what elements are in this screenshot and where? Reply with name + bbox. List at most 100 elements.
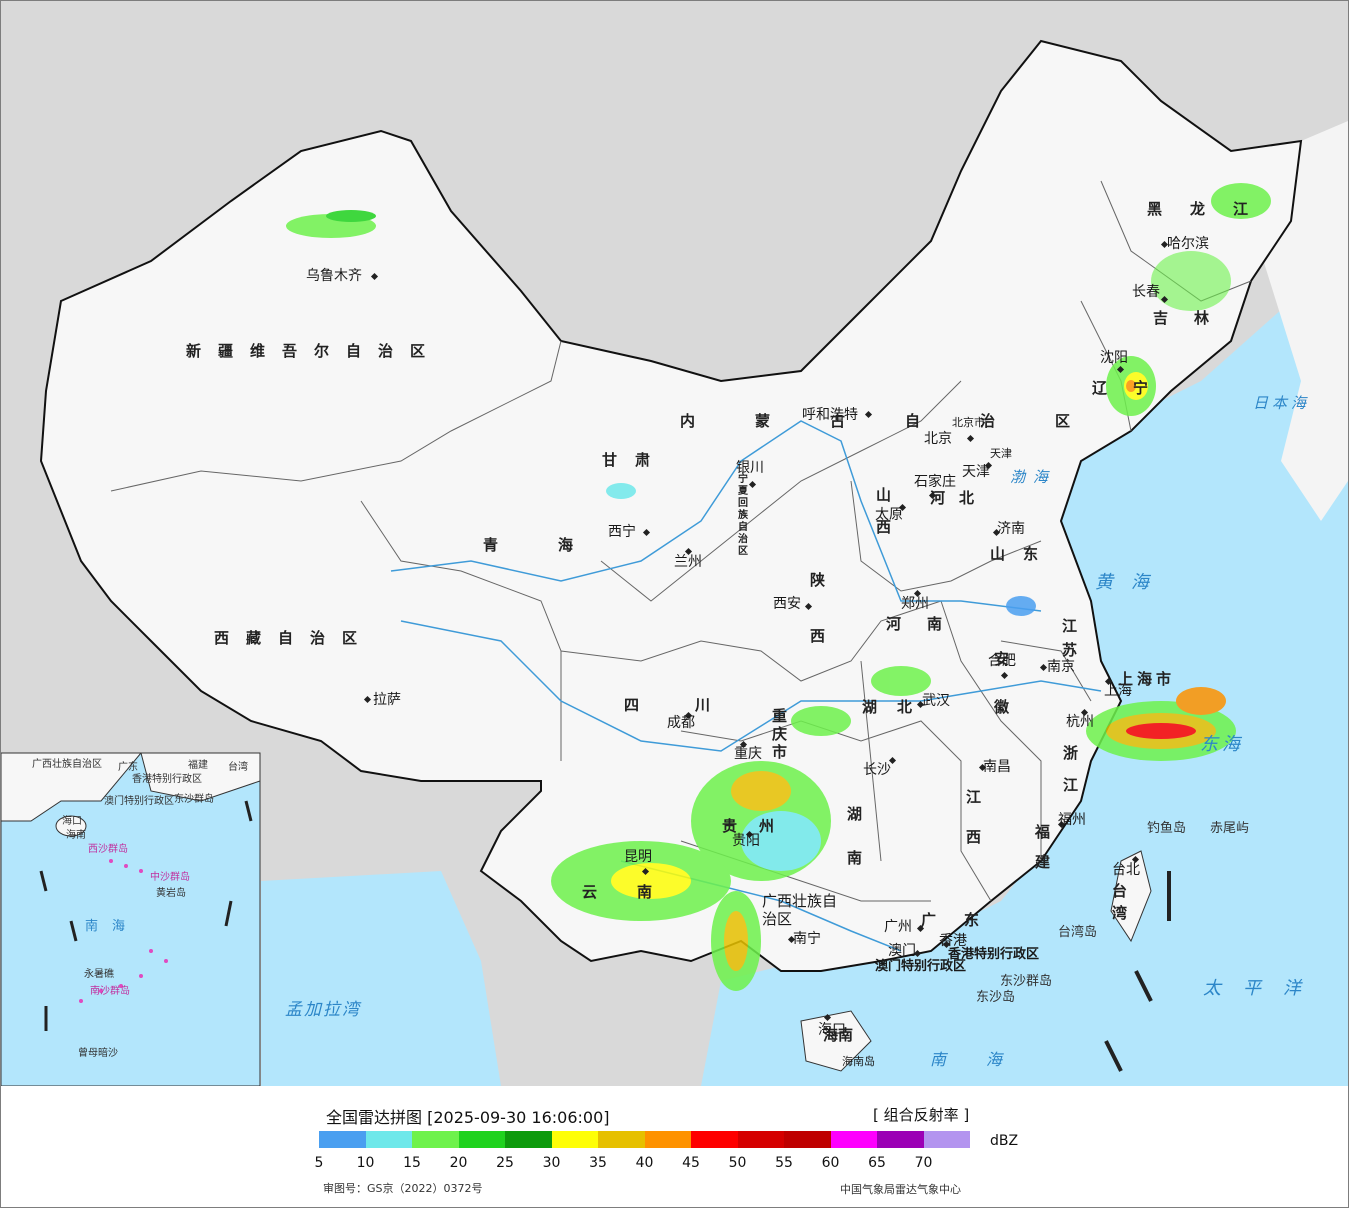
province-shanghai: 上海市 — [1118, 670, 1176, 688]
province-sichuan: 四川 — [624, 696, 767, 714]
city-shanghai: 上海 — [1104, 683, 1132, 699]
city-shijiazhuang: 石家庄 — [914, 474, 956, 490]
sea-bengal — [261, 871, 501, 1086]
province-guizhou: 贵州 — [722, 817, 797, 835]
legend-tick-label: 65 — [868, 1155, 886, 1171]
city-guangzhou: 广州 — [884, 919, 912, 935]
sea-east: 东海 — [1200, 734, 1244, 755]
legend-tick-label: 55 — [775, 1155, 793, 1171]
inset-label-macau: 澳门特别行政区 — [104, 796, 174, 807]
sea-bohai: 渤海 — [1010, 468, 1057, 486]
legend-color-bar — [319, 1131, 970, 1148]
province-hebei: 河北 — [930, 489, 989, 507]
city-wuhan: 武汉 — [922, 693, 950, 709]
legend-color-seg — [458, 1131, 505, 1148]
city-urumqi: 乌鲁木齐 — [306, 268, 362, 284]
island-chiwei: 赤尾屿 — [1210, 821, 1250, 836]
province-hainan: 海南 — [823, 1026, 854, 1044]
city-nanning: 南宁 — [793, 931, 821, 947]
legend-color-seg — [923, 1131, 970, 1148]
city-taiyuan: 太原 — [875, 507, 903, 523]
sea-bengal: 孟加拉湾 — [285, 1000, 361, 1020]
sea-japan: 日本海 — [1253, 394, 1311, 412]
province-xinjiang: 新疆维吾尔自治区 — [186, 342, 443, 360]
province-zhejiang: 浙江 — [1063, 744, 1079, 794]
inset-label-taiwan: 台湾 — [228, 762, 248, 773]
sea-pacific: 太平洋 — [1203, 978, 1323, 999]
city-zhengzhou: 郑州 — [901, 596, 929, 612]
inset-label-nansha: 南沙群岛 — [90, 986, 130, 997]
inset-label-south-sea: 南海 — [85, 919, 140, 934]
legend-color-seg — [737, 1131, 784, 1148]
label-hainan-island: 海南岛 — [842, 1055, 875, 1068]
province-yunnan: 云南 — [582, 883, 693, 901]
city-hohhot: 呼和浩特 — [802, 407, 858, 423]
sea-east — [701, 261, 1348, 1086]
island-taiwan: 台湾岛 — [1058, 925, 1098, 940]
city-lanzhou: 兰州 — [674, 554, 702, 570]
province-fujian: 福建 — [1035, 823, 1051, 871]
city-nanjing: 南京 — [1047, 659, 1075, 675]
city-changsha: 长沙 — [863, 762, 891, 778]
inset-label-xisha: 西沙群岛 — [88, 844, 128, 855]
city-fuzhou: 福州 — [1058, 812, 1086, 828]
taiwan-land — [1110, 850, 1152, 943]
hainan-land — [800, 1010, 872, 1072]
inset-label-fujian: 福建 — [188, 760, 208, 771]
province-liaoning: 辽宁 — [1092, 379, 1175, 397]
legend-color-seg — [598, 1131, 645, 1148]
province-qinghai: 青海 — [483, 536, 634, 554]
province-henan: 河南 — [886, 615, 969, 633]
city-nanchang: 南昌 — [983, 759, 1011, 775]
province-shanxi: 山西 — [876, 486, 892, 536]
legend-color-seg — [319, 1131, 366, 1148]
city-macau: 澳门 — [888, 943, 916, 959]
city-taipei: 台北 — [1112, 862, 1140, 878]
city-guiyang: 贵阳 — [732, 833, 760, 849]
legend-tick-label: 25 — [496, 1155, 514, 1171]
legend-color-seg — [830, 1131, 877, 1148]
island-dongsha-group: 东沙群岛 — [1000, 974, 1053, 989]
province-heilongjiang: 黑龙江 — [1147, 200, 1277, 218]
legend-tick-label: 10 — [356, 1155, 375, 1171]
legend-tick-label: 20 — [449, 1155, 468, 1171]
province-ningxia: 宁夏回族自治区 — [738, 474, 748, 557]
city-hangzhou: 杭州 — [1066, 714, 1094, 730]
inset-label-hk: 香港特别行政区 — [132, 774, 202, 785]
label-beijing-city: 北京市 — [952, 416, 985, 429]
legend-panel — [0, 1088, 1349, 1208]
city-hefei: 合肥 — [988, 653, 1016, 669]
radar-map — [1, 1, 1348, 1086]
province-taiwan: 台湾 — [1112, 882, 1128, 922]
province-neimenggu: 内蒙古自治区 — [680, 412, 1131, 430]
city-yinchuan: 银川 — [736, 460, 764, 476]
city-beijing: 北京 — [924, 431, 952, 447]
city-xining: 西宁 — [608, 524, 636, 540]
boundary-dashes — [1104, 871, 1171, 1072]
sea-yellow: 黄海 — [1095, 572, 1167, 593]
sea-south: 南海 — [930, 1050, 1043, 1069]
province-hubei: 湖北 — [862, 698, 933, 716]
province-chongqing: 重庆市 — [772, 707, 788, 761]
inset-label-guangxi: 广西壮族自治区 — [32, 759, 102, 770]
legend-tick-label: 15 — [403, 1155, 421, 1171]
province-guangdong: 广东 — [921, 911, 1008, 929]
label-macau-sar: 澳门特别行政区 — [875, 959, 967, 974]
label-hk-sar: 香港特别行政区 — [948, 947, 1040, 962]
legend-color-seg — [691, 1131, 738, 1148]
data-source: 中国气象局雷达气象中心 — [840, 1183, 961, 1196]
inset-label-guangdong: 广东 — [118, 762, 138, 773]
province-anhui: 安徽 — [994, 650, 1010, 716]
legend-tick-label: 70 — [914, 1155, 933, 1171]
inset-map — [1, 752, 261, 1086]
inset-label-hainan: 海南 — [66, 830, 86, 841]
city-shenyang: 沈阳 — [1100, 350, 1128, 366]
province-xizang: 西藏自治区 — [214, 629, 375, 647]
legend-color-seg — [551, 1131, 598, 1148]
legend-product: [ 组合反射率 ] — [873, 1106, 970, 1124]
inset-label-zhongsha: 中沙群岛 — [150, 872, 190, 883]
city-kunming: 昆明 — [624, 849, 652, 865]
city-chengdu: 成都 — [667, 715, 695, 731]
legend-tick-label: 30 — [542, 1155, 561, 1171]
province-shaanxi: 陕西 — [810, 571, 826, 645]
